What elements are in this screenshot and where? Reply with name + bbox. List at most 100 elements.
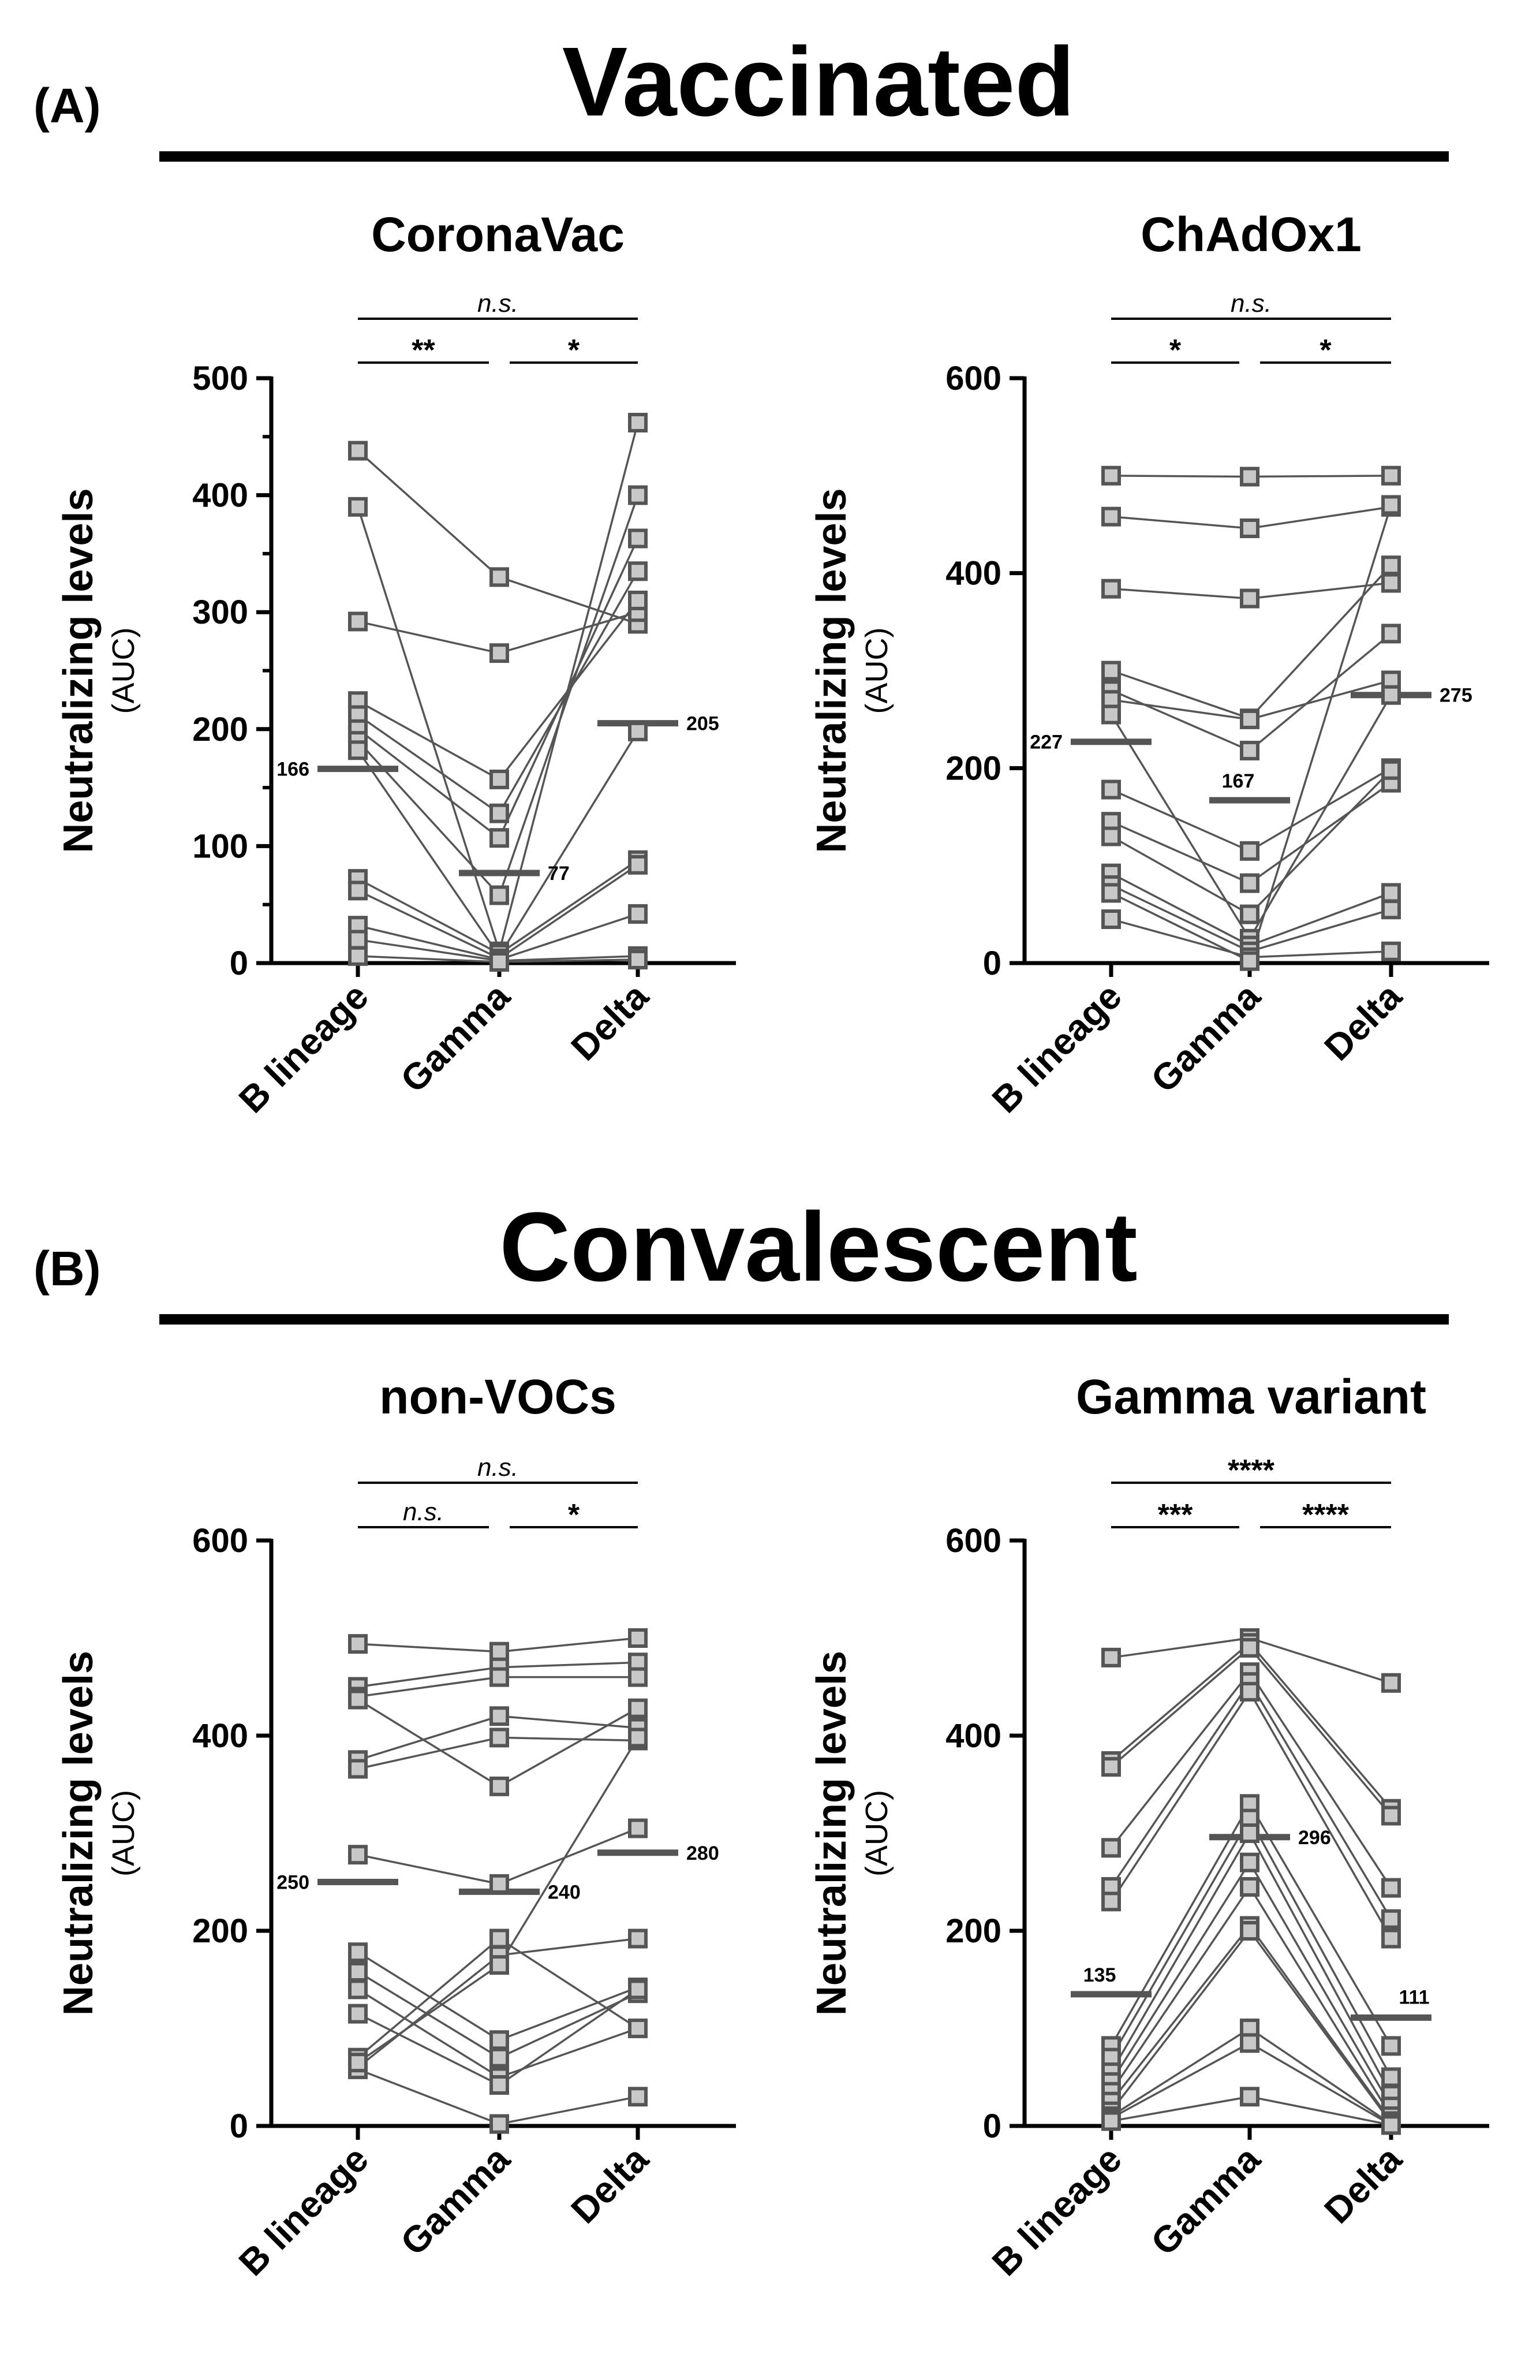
chart-title: Gamma variant [1076,1370,1426,1424]
section-a-tag: (A) [33,79,101,133]
data-point [1240,951,1259,971]
data-point [489,1874,509,1894]
y-tick-label: 300 [192,594,248,631]
subject-line [357,450,638,625]
data-point [1240,518,1259,539]
significance-label: n.s. [477,289,518,318]
data-point [489,2047,509,2068]
chart-chadox1: ChAdOx1 Neutralizing levels (AUC) 0 200 400 60… [809,207,1489,1121]
data-point [1381,941,1401,961]
data-point [489,885,509,905]
x-category-label: B lineage [984,2138,1130,2284]
data-point [348,1634,368,1654]
data-point [1381,883,1401,903]
y-axis-label: Neutralizing levels [55,488,102,853]
data-point [1381,2115,1401,2135]
y-axis-label: Neutralizing levels [55,1651,102,2016]
data-point [1240,904,1259,924]
significance-label: *** [1158,1498,1193,1532]
y-tick-label: 0 [983,945,1001,982]
section-a-rule [159,151,1449,162]
x-category-label: Gamma [1143,975,1268,1101]
data-point [489,2114,509,2134]
data-point [628,1818,648,1838]
y-tick-label: 200 [192,711,248,748]
data-point [1101,1647,1121,1668]
data-point [348,497,368,517]
significance-label: ** [412,334,435,367]
x-category-label: Delta [563,975,656,1069]
data-point [1101,1892,1121,1912]
subject-line [1110,694,1392,941]
data-point [348,740,368,760]
data-point [1240,1877,1259,1897]
y-axis-unit: (AUC) [859,1790,894,1877]
significance-label: n.s. [1231,289,1272,318]
y-tick-label: 500 [192,360,248,397]
data-point [489,567,509,587]
data-point [489,1667,509,1687]
data-point [1101,1838,1121,1858]
data-point [1240,588,1259,609]
y-tick-label: 200 [945,749,1001,787]
x-category-label: B lineage [984,975,1130,1121]
data-point [1381,760,1401,780]
data-point [628,855,648,875]
data-point [1240,1681,1259,1702]
data-point [489,803,509,823]
x-category-label: Gamma [393,975,518,1101]
data-point [628,2019,648,2038]
section-b-rule [159,1314,1449,1325]
median-label: 77 [548,863,570,885]
data-point [1240,873,1259,893]
x-category-label: B lineage [231,975,376,1121]
data-point [628,2087,648,2107]
y-tick-label: 600 [192,1522,248,1560]
data-point [1381,1909,1401,1929]
data-point [1381,573,1401,593]
x-category-label: Gamma [393,2138,518,2263]
x-category-label: Delta [563,2138,656,2232]
data-point [628,904,648,924]
x-category-label: Delta [1316,2138,1410,2232]
data-point [628,1698,648,1718]
y-tick-label: 200 [945,1912,1001,1950]
data-point [628,721,648,741]
data-point [1101,779,1121,800]
data-point [1101,579,1121,599]
data-point [489,1776,509,1796]
data-point [628,1928,648,1949]
data-point [1381,1928,1401,1949]
significance-label: n.s. [403,1498,444,1526]
data-point [1240,1852,1259,1872]
median-label: 280 [686,1842,719,1864]
data-point [628,1979,648,2000]
y-axis-label: Neutralizing levels [809,1651,855,2016]
y-tick-label: 100 [192,827,248,865]
y-tick-label: 0 [983,2107,1001,2145]
data-point [628,412,648,432]
median-label: 205 [686,713,719,735]
data-point [1101,2111,1121,2131]
data-point [1101,909,1121,930]
section-b-tag: (B) [33,1241,101,1296]
y-axis-unit: (AUC) [106,1790,141,1877]
data-point [1381,1673,1401,1693]
data-point [1240,1637,1259,1658]
y-tick-label: 200 [192,1912,248,1950]
median-label: 111 [1399,1986,1430,2008]
y-tick-label: 400 [192,477,248,514]
chart-non-vocs: non-VOCs Neutralizing levels (AUC) 0 200 400 6… [55,1370,736,2284]
data-point [489,2075,509,2095]
data-point [348,2053,368,2073]
data-point [1381,1878,1401,1898]
significance-label: * [568,334,580,367]
y-tick-label: 600 [945,1522,1001,1560]
median-label: 250 [276,1872,309,1894]
chart-title: non-VOCs [379,1370,616,1424]
data-point [1240,709,1259,729]
data-point [628,485,648,505]
x-category-label: Delta [1316,975,1410,1069]
data-point [1101,704,1121,725]
data-point [348,1942,368,1963]
